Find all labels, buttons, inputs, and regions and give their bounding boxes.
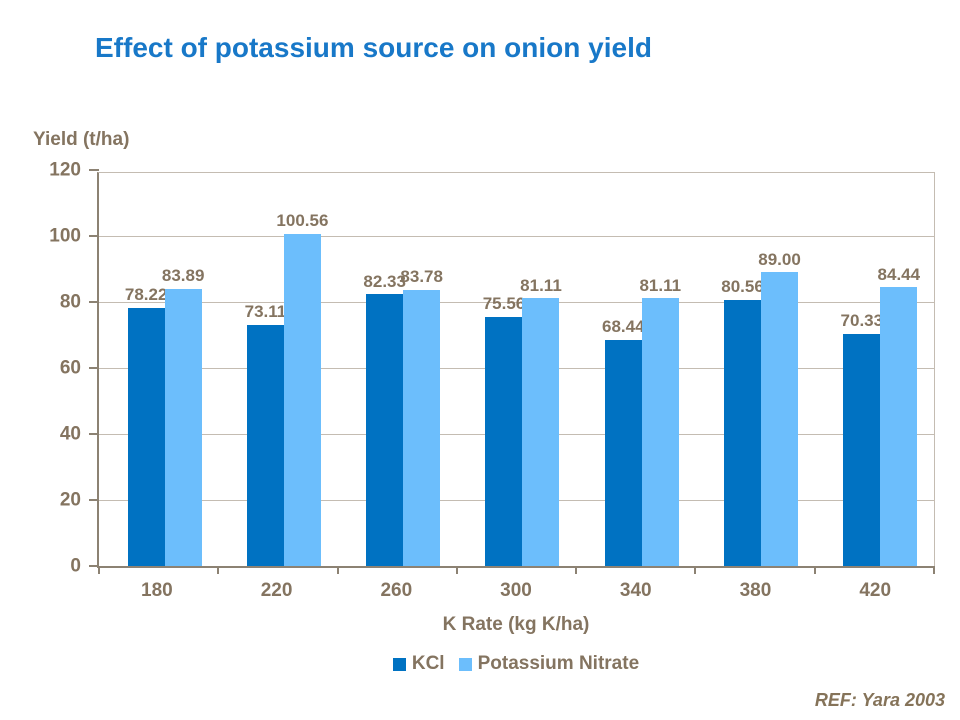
bar-pair: 78.22 83.89	[125, 267, 204, 566]
x-category-label: 180	[141, 580, 173, 601]
bar-kcl-340: 68.44	[602, 318, 645, 566]
x-tick-mark	[455, 566, 458, 574]
bar-group-300: 75.56 81.11	[457, 173, 576, 566]
x-category-label: 260	[380, 580, 413, 601]
x-category-label: 340	[619, 580, 652, 601]
y-tick-label: 40	[59, 423, 81, 445]
bar-kcl-380: 80.56	[721, 278, 764, 566]
chart-title: Effect of potassium source on onion yiel…	[95, 32, 652, 63]
data-label: 68.44	[601, 317, 645, 337]
bar-group-220: 73.11 100.56	[218, 173, 337, 566]
x-tick-mark	[813, 566, 816, 574]
bar-pair: 70.33 84.44	[841, 265, 920, 566]
bar-kcl-220: 73.11	[245, 302, 286, 566]
bar-pair: 82.33 83.78	[363, 267, 443, 566]
reference-text: REF: Yara 2003	[814, 690, 945, 710]
data-label: 75.56	[482, 293, 526, 313]
data-label: 83.78	[400, 266, 443, 286]
bar-kcl-260: 82.33	[363, 272, 406, 566]
y-tick-mark	[89, 301, 99, 303]
x-tick-mark	[98, 566, 100, 574]
bar-potassium-nitrate-220: 100.56	[276, 212, 328, 566]
y-tick-label: 80	[59, 291, 81, 313]
bar-potassium-nitrate-340: 81.11	[639, 276, 681, 566]
x-category-label: 420	[859, 580, 892, 601]
x-tick-mark	[694, 566, 697, 574]
y-tick-mark	[89, 433, 99, 435]
x-tick-mark	[575, 566, 578, 574]
y-tick-mark	[89, 499, 99, 501]
x-category-labels: 180 220 260 300 340 380 420	[97, 580, 935, 602]
data-label: 73.11	[244, 302, 287, 322]
y-tick-mark	[89, 169, 99, 171]
bar-group-180: 78.22 83.89	[99, 173, 218, 566]
bars-layer: 78.22 83.89 73.11 100.56 82.33 83.78 75.56 81.1…	[99, 173, 934, 566]
plot-area: 0 20 40 60 80 100 120 78.22 83.89 73.11 100.56 82.…	[49, 161, 935, 576]
y-tick-mark	[89, 235, 99, 237]
x-tick-mark	[336, 566, 339, 574]
bar-pair: 80.56 89.00	[721, 250, 801, 566]
bar-kcl-180: 78.22	[125, 285, 167, 566]
y-tick-label: 0	[70, 555, 81, 577]
bar-kcl-300: 75.56	[483, 294, 525, 566]
data-label: 80.56	[721, 277, 764, 297]
legend: KCl Potassium Nitrate	[97, 653, 935, 675]
legend-label: Potassium Nitrate	[477, 653, 640, 674]
x-category-label: 380	[739, 580, 772, 601]
bar-pair: 73.11 100.56	[245, 212, 328, 566]
data-label: 89.00	[758, 249, 801, 269]
x-tick-mark	[933, 566, 935, 574]
bar-potassium-nitrate-420: 84.44	[878, 265, 920, 566]
y-tick-mark	[89, 367, 99, 369]
bar-pair: 75.56 81.11	[483, 276, 562, 566]
y-tick-label: 60	[59, 357, 81, 379]
x-category-label: 300	[500, 580, 532, 601]
bar-potassium-nitrate-380: 89.00	[758, 250, 801, 566]
legend-item-potassium-nitrate: Potassium Nitrate	[458, 653, 640, 675]
data-label: 70.33	[840, 311, 884, 331]
legend-label: KCl	[411, 653, 445, 674]
y-tick-mark	[89, 565, 99, 567]
data-label: 84.44	[877, 264, 921, 284]
x-axis-title: K Rate (kg K/ha)	[442, 614, 590, 635]
data-label: 78.22	[124, 285, 168, 305]
data-label: 81.11	[639, 275, 682, 295]
bar-group-340: 68.44 81.11	[576, 173, 695, 566]
y-tick-label: 120	[49, 159, 81, 181]
bar-kcl-420: 70.33	[841, 312, 883, 566]
gridline	[99, 302, 934, 303]
data-label: 81.11	[520, 275, 562, 295]
legend-swatch-icon	[458, 657, 472, 671]
data-label: 82.33	[363, 271, 406, 291]
bar-potassium-nitrate-260: 83.78	[400, 267, 443, 566]
legend-item-kcl: KCl	[392, 653, 445, 675]
bar-potassium-nitrate-180: 83.89	[162, 267, 204, 566]
bar-pair: 68.44 81.11	[602, 276, 681, 566]
bar-group-260: 82.33 83.78	[338, 173, 457, 566]
bar-potassium-nitrate-300: 81.11	[520, 276, 562, 566]
y-tick-label: 100	[49, 225, 81, 247]
legend-swatch-icon	[392, 657, 406, 671]
x-category-label: 220	[260, 580, 293, 601]
data-label: 83.89	[161, 266, 205, 286]
y-axis-title: Yield (t/ha)	[33, 129, 130, 150]
bar-group-380: 80.56 89.00	[695, 173, 814, 566]
data-label: 100.56	[276, 211, 329, 231]
gridline	[99, 236, 934, 237]
bar-group-420: 70.33 84.44	[815, 173, 934, 566]
x-tick-mark	[217, 566, 220, 574]
y-tick-label: 20	[59, 489, 81, 511]
